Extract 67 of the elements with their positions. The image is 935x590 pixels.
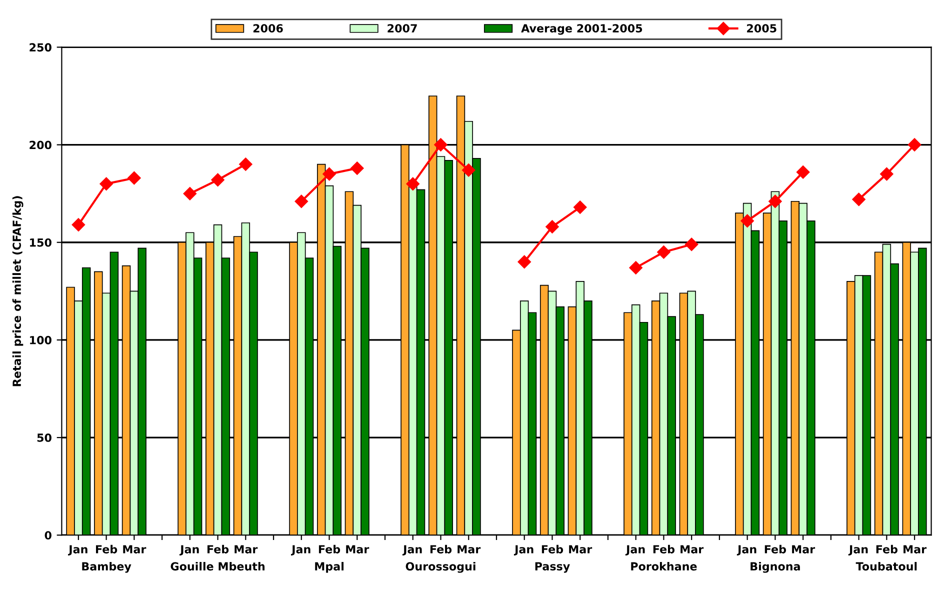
- point: [294, 194, 308, 208]
- y-tick-label: 100: [30, 336, 52, 344]
- legend-label: Average 2001-2005: [521, 24, 642, 35]
- point: [211, 173, 224, 187]
- point: [768, 194, 782, 208]
- point: [657, 246, 670, 259]
- text: Ourossogui: [406, 562, 476, 573]
- point: [128, 171, 141, 185]
- x-tick-label: Jan: [514, 545, 534, 556]
- point: [852, 192, 866, 206]
- point: [462, 164, 476, 177]
- x-tick-label: Feb: [207, 544, 229, 554]
- y-tick-label: 50: [37, 434, 52, 442]
- x-tick-label: Jan: [736, 545, 756, 556]
- point: [796, 166, 810, 179]
- legend-label: 2005: [747, 24, 776, 33]
- legend-label: 2006: [253, 24, 283, 33]
- point: [350, 162, 364, 175]
- x-tick-label: Feb: [653, 544, 675, 554]
- text: Gouille Mbeuth: [170, 562, 264, 571]
- text: Mpal: [315, 562, 344, 573]
- x-tick-label: Feb: [318, 544, 340, 554]
- x-tick-label: Feb: [542, 544, 564, 554]
- x-tick-label: Mar: [123, 545, 146, 554]
- text: Bignona: [750, 562, 800, 573]
- point: [72, 218, 86, 232]
- x-tick-label: Mar: [569, 545, 592, 554]
- y-tick-label: 150: [30, 238, 52, 247]
- x-tick-label: Mar: [680, 545, 704, 554]
- point: [100, 177, 113, 190]
- x-tick-label: Jan: [180, 545, 199, 556]
- point: [629, 261, 642, 274]
- x-tick-label: Jan: [848, 545, 868, 556]
- text: Toubatoul: [856, 562, 917, 571]
- x-tick-label: Jan: [291, 545, 310, 556]
- x-tick-label: Mar: [346, 545, 370, 554]
- point: [183, 186, 196, 200]
- point: [574, 200, 587, 214]
- x-tick-label: Jan: [625, 545, 645, 556]
- x-tick-label: Mar: [904, 545, 927, 554]
- x-tick-label: Jan: [68, 545, 88, 556]
- x-tick-label: Mar: [792, 545, 816, 554]
- text: Bambey: [82, 562, 132, 573]
- y-tick-label: 250: [30, 43, 52, 52]
- x-tick-label: Mar: [234, 545, 258, 554]
- y-tick-label: 200: [30, 140, 52, 150]
- point: [239, 158, 252, 171]
- text: Passy: [535, 562, 570, 573]
- x-tick-label: Jan: [402, 545, 422, 556]
- x-tick-label: Feb: [764, 544, 786, 554]
- x-tick-label: Mar: [458, 545, 481, 554]
- point: [908, 138, 922, 152]
- point: [546, 220, 559, 234]
- point: [518, 255, 531, 268]
- x-tick-label: Feb: [430, 544, 452, 554]
- point: [880, 167, 894, 181]
- x-tick-label: Feb: [96, 544, 118, 554]
- y-tick-label: 0: [44, 531, 52, 540]
- text: Porokhane: [631, 562, 697, 571]
- y-axis-title: Retail price of millet (CFAF/kg): [12, 196, 24, 386]
- legend-label: 2007: [388, 24, 417, 33]
- point: [322, 167, 336, 181]
- x-tick-label: Feb: [876, 544, 898, 554]
- point: [406, 177, 420, 190]
- point: [684, 238, 698, 251]
- point: [740, 214, 754, 228]
- point: [434, 138, 448, 152]
